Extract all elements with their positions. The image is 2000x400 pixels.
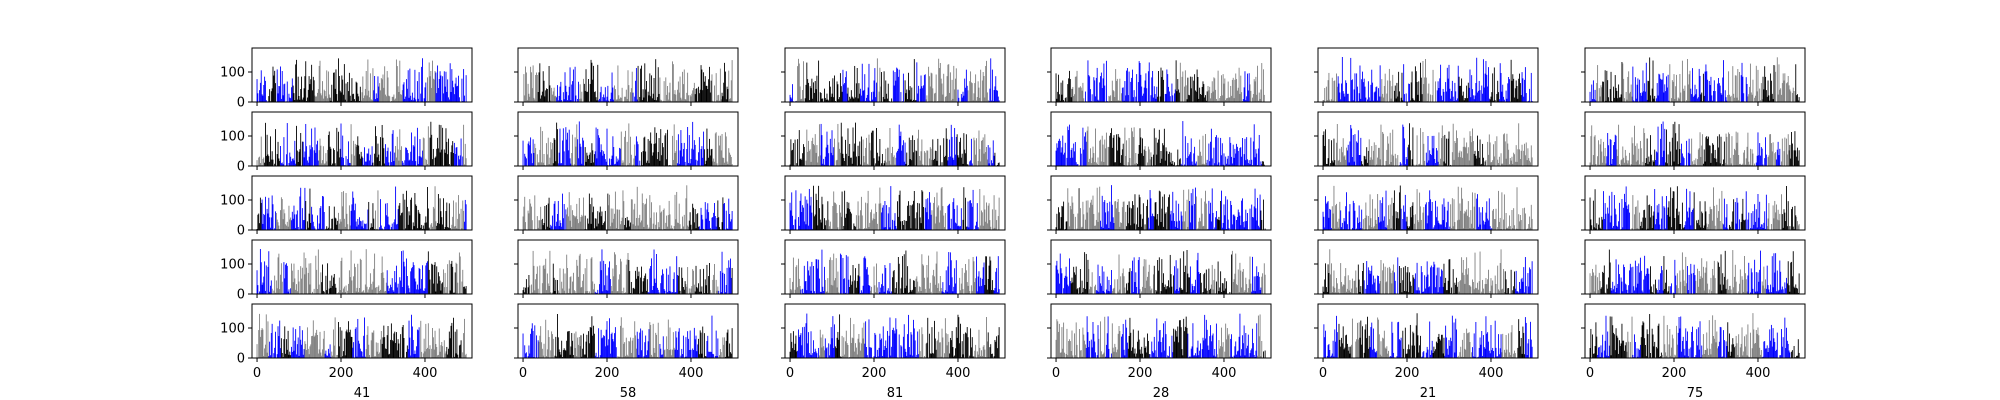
y-tick-label: 0 [237,352,245,367]
bar-group [256,186,467,230]
panel-frame [517,175,739,231]
y-tick-label: 100 [220,322,245,337]
panel-r1-c2 [514,47,739,106]
panel-r4-c4 [1047,239,1272,298]
panel-r5-c1: 0 100 0 200 400 41 [220,303,473,400]
panel-r1-c3 [781,47,1006,106]
y-tick-label: 100 [220,66,245,81]
column-label: 41 [354,386,371,400]
panel-frame [784,111,1006,167]
panel-r2-c3 [781,111,1006,170]
bar-group [1055,313,1266,358]
bar-group [256,121,467,166]
bar-group [789,313,1000,358]
panel-frame [517,239,739,295]
panel-r3-c2 [514,175,739,234]
bar-group [256,313,467,358]
panel-r3-c4 [1047,175,1272,234]
column-label: 58 [620,386,637,400]
y-tick-label: 100 [220,194,245,209]
x-tick-label: 0 [253,366,261,381]
x-tick-label: 200 [329,366,354,381]
panel-frame [517,303,739,359]
panel-r2-c2 [514,111,739,170]
panel-r5-c3: 0 200 400 81 [781,303,1006,400]
x-tick-label: 200 [595,366,620,381]
bar-group [522,314,733,358]
panel-r5-c2: 0 200 400 58 [514,303,739,400]
panel-frame [784,47,1006,103]
panel-r2-c1: 0 100 [220,111,473,175]
panel-r1-c4 [1047,47,1272,106]
panel-r2-c4 [1047,111,1272,170]
y-tick-label: 0 [237,288,245,303]
column-label: 81 [887,386,904,400]
x-tick-label: 0 [786,366,794,381]
panel-frame [1050,47,1272,103]
bar-group [789,185,1000,230]
y-tick-label: 100 [220,130,245,145]
panel-frame [784,239,1006,295]
panel-r4-c2 [514,239,739,298]
bar-group [256,58,467,102]
bar-group [256,249,467,294]
bar-group [1055,121,1266,166]
bar-group [522,249,733,294]
panel-frame [517,111,739,167]
bar-group [522,121,733,166]
y-tick-label: 100 [220,258,245,273]
panel-r4-c1: 0 100 [220,239,473,303]
panel-r3-c1: 0 100 [220,175,473,239]
bar-group [789,122,1000,166]
x-tick-label: 200 [862,366,887,381]
bar-group [522,185,733,230]
panel-r4-c3 [781,239,1006,298]
x-tick-label: 0 [519,366,527,381]
y-tick-label: 0 [237,96,245,111]
panel-frame [251,239,473,295]
panel-r1-c1: 0 100 [220,47,473,111]
panel-frame [1050,175,1272,231]
panel-frame [251,175,473,231]
y-tick-label: 0 [237,160,245,175]
panel-frame [517,47,739,103]
y-tick-label: 0 [237,224,245,239]
panel-frame [251,47,473,103]
bar-group [1055,60,1266,102]
panel-frame [251,303,473,359]
panel-frame [1050,239,1272,295]
panel-frame [1050,111,1272,167]
x-tick-label: 400 [413,366,438,381]
panel-frame [251,111,473,167]
bar-group [1055,185,1266,230]
bar-group [1055,250,1266,294]
bar-group [789,249,1000,294]
panel-r3-c3 [781,175,1006,234]
x-tick-label: 400 [946,366,971,381]
x-tick-label: 400 [679,366,704,381]
panel-frame [784,303,1006,359]
panel-frame [784,175,1006,231]
bar-group [522,59,733,102]
bar-group [789,58,1000,102]
